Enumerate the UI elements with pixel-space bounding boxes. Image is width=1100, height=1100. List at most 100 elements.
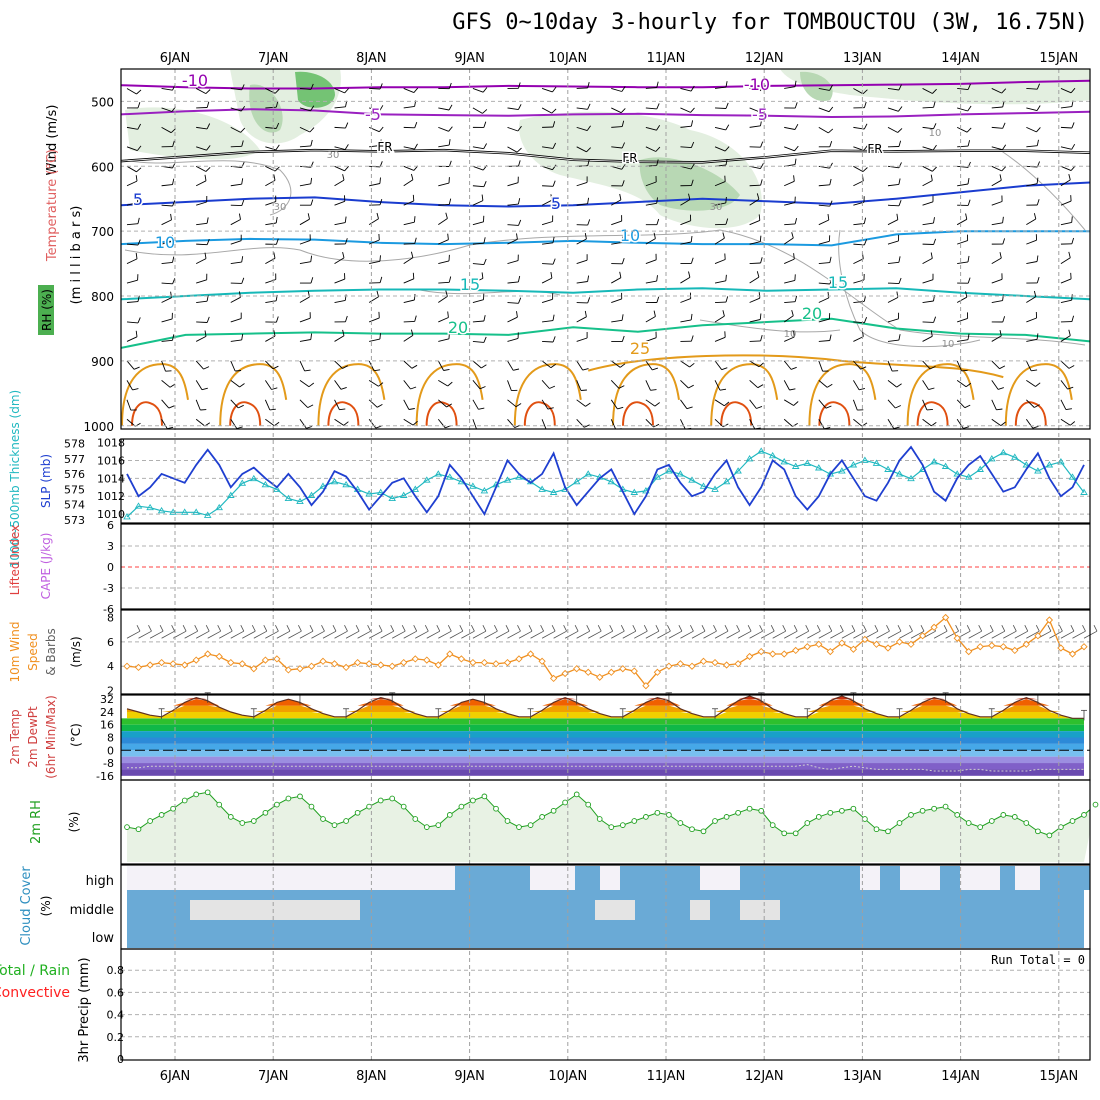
surface-wind-barb-flag bbox=[1024, 625, 1029, 632]
chart-title: GFS 0~10day 3-hourly for TOMBOUCTOU (3W,… bbox=[452, 10, 1088, 35]
upper-wind-barb bbox=[645, 181, 657, 187]
wind-speed-point bbox=[711, 658, 719, 667]
wind-speed-point bbox=[999, 643, 1007, 651]
top-date-label: 9JAN bbox=[454, 51, 485, 66]
upper-wind-barb-flag bbox=[516, 311, 518, 318]
upper-wind-barb bbox=[507, 203, 519, 206]
thickness-point bbox=[307, 491, 316, 498]
contour-25C bbox=[587, 354, 1004, 379]
rh2m-point bbox=[919, 807, 926, 814]
slp-tick-label: 1010 bbox=[97, 508, 125, 521]
rh2m-point bbox=[550, 807, 557, 814]
upper-wind-barb-flag bbox=[794, 102, 798, 109]
rh2m-point bbox=[435, 822, 442, 828]
rh2m-point bbox=[908, 812, 914, 818]
upper-wind-barb bbox=[403, 278, 414, 284]
thickness-point bbox=[907, 474, 915, 482]
upper-wind-barb bbox=[507, 316, 518, 323]
thickness-point bbox=[376, 488, 385, 495]
upper-wind-barb bbox=[126, 360, 135, 370]
upper-wind-barb bbox=[991, 418, 1002, 426]
upper-wind-barb-flag bbox=[1065, 408, 1072, 411]
surface-wind-barb-flag bbox=[620, 625, 625, 632]
upper-wind-barb bbox=[438, 203, 450, 206]
upper-wind-barb bbox=[783, 380, 790, 391]
surface-wind-barb-flag bbox=[667, 625, 671, 632]
surface-wind-barb bbox=[611, 630, 625, 639]
upper-wind-barb bbox=[472, 419, 477, 429]
upper-wind-barb bbox=[1026, 261, 1038, 265]
wind-speed-point bbox=[469, 658, 477, 667]
thickness-point bbox=[319, 482, 327, 489]
minmax-label: (6hr Min/Max) bbox=[44, 695, 58, 779]
upper-wind-barb-flag bbox=[1031, 369, 1038, 372]
rh2m-point bbox=[862, 816, 868, 822]
surface-wind-barb-flag bbox=[828, 625, 833, 632]
upper-wind-barb bbox=[265, 201, 276, 206]
upper-wind-barb-flag bbox=[722, 232, 725, 239]
upper-wind-barb bbox=[541, 199, 553, 206]
upper-wind-barb bbox=[887, 339, 899, 342]
upper-wind-barb-flag bbox=[793, 253, 795, 260]
upper-wind-barb bbox=[507, 182, 519, 187]
upper-wind-barb-flag bbox=[586, 125, 591, 131]
surface-wind-barb-flag bbox=[482, 625, 487, 632]
upper-wind-barb bbox=[334, 222, 346, 226]
upper-wind-barb bbox=[368, 239, 380, 245]
surface-wind-barb-flag bbox=[298, 625, 302, 632]
wind-speed-point bbox=[134, 663, 143, 672]
upper-wind-barb-flag bbox=[443, 368, 450, 371]
upper-wind-barb-flag bbox=[482, 87, 488, 93]
surface-wind-barb-flag bbox=[471, 625, 475, 632]
thickness-point bbox=[988, 455, 996, 462]
temp-tick-label: 32 bbox=[100, 693, 114, 706]
thickness-point bbox=[999, 448, 1008, 456]
upper-wind-barb bbox=[196, 300, 208, 303]
upper-wind-barb-flag bbox=[1036, 199, 1040, 206]
upper-wind-barb-flag bbox=[273, 330, 276, 337]
upper-wind-barb-flag bbox=[895, 405, 901, 409]
surface-wind-barb bbox=[553, 630, 567, 639]
upper-wind-barb-flag bbox=[898, 84, 902, 91]
upper-wind-barb bbox=[853, 336, 864, 342]
rh2m-point bbox=[758, 807, 765, 814]
thickness-point bbox=[849, 461, 858, 468]
surface-wind-barb-flag bbox=[390, 625, 395, 632]
thickness-point bbox=[399, 491, 408, 498]
upper-wind-barb bbox=[680, 319, 692, 323]
upper-wind-barb bbox=[126, 321, 139, 324]
upper-wind-barb-flag bbox=[760, 179, 763, 186]
upper-wind-barb bbox=[1025, 360, 1032, 371]
surface-wind-barb-flag bbox=[920, 625, 925, 632]
upper-wind-barb-flag bbox=[205, 89, 211, 94]
upper-wind-barb-flag bbox=[932, 88, 937, 94]
upper-wind-barb-flag bbox=[307, 213, 310, 220]
upper-wind-barb-flag bbox=[621, 120, 625, 127]
upper-wind-barb bbox=[714, 360, 723, 370]
surface-wind-barb bbox=[599, 630, 613, 639]
surface-wind-barb bbox=[795, 630, 809, 639]
upper-wind-barb-flag bbox=[310, 177, 313, 184]
rh2m-point bbox=[1046, 832, 1053, 839]
rh2m-point bbox=[677, 820, 684, 826]
surface-wind-barb-flag bbox=[194, 625, 199, 632]
surface-panels bbox=[121, 445, 1099, 1038]
wind-tick-label: 6 bbox=[107, 636, 114, 649]
surface-wind-barb bbox=[876, 630, 890, 639]
surface-wind-barb-flag bbox=[286, 625, 291, 632]
contour-label: 20 bbox=[448, 318, 468, 337]
cloud-high-bar bbox=[880, 866, 900, 890]
upper-wind-barb-flag bbox=[374, 369, 381, 372]
upper-wind-barb bbox=[784, 146, 795, 152]
surface-wind-barb-flag bbox=[413, 625, 418, 632]
upper-wind-barb bbox=[472, 146, 484, 150]
upper-wind-barb-flag bbox=[967, 255, 970, 262]
upper-wind-barb-flag bbox=[898, 140, 902, 147]
upper-wind-barb-flag bbox=[170, 291, 172, 298]
upper-wind-barb bbox=[1026, 107, 1038, 112]
thickness-point bbox=[203, 511, 212, 518]
thickness-point bbox=[895, 470, 904, 477]
upper-wind-barb-flag bbox=[172, 334, 175, 341]
upper-wind-barb-flag bbox=[863, 123, 868, 130]
upper-wind-barb bbox=[195, 380, 203, 390]
